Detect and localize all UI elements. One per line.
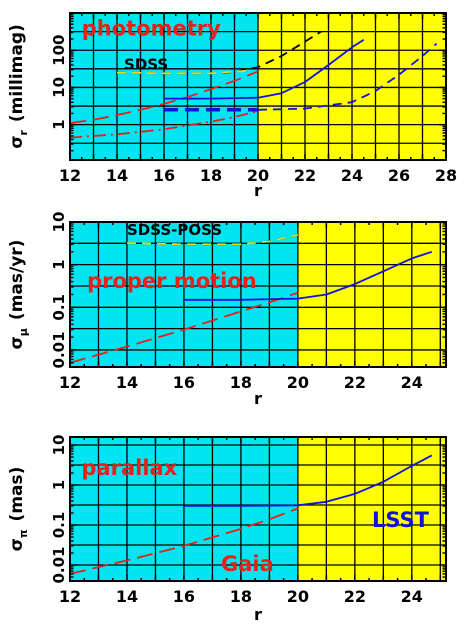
y-label-subscript: μ xyxy=(17,328,30,336)
chart-panel-proper-motion: 12 14 16 18 20 22 24 r 0.01 0.1 1 10 σμ (mas/yr) SDSS-… xyxy=(7,212,447,408)
series-line-sdss_yellow-3 xyxy=(116,69,247,75)
grid xyxy=(70,437,446,581)
x-tick-label: 22 xyxy=(344,587,366,606)
y-label-unit: (mas/yr) xyxy=(7,240,27,321)
y-label-unit: (mas) xyxy=(7,467,27,522)
x-tick-label: 14 xyxy=(116,373,138,392)
x-tick-label: 12 xyxy=(59,587,81,606)
y-tick-label: 0.01 xyxy=(50,546,68,583)
annotation-sdss: SDSS xyxy=(124,56,168,74)
x-tick-label: 14 xyxy=(116,587,138,606)
x-tick-label: 16 xyxy=(173,587,195,606)
y-tick-label: 10 xyxy=(50,435,68,456)
y-axis: 1 10 100 σr (millimag) xyxy=(7,12,446,152)
y-tick-label: 0.1 xyxy=(50,294,68,321)
x-axis: 12 14 16 18 20 22 24 r xyxy=(59,222,442,408)
y-label-symbol: σ xyxy=(7,336,27,349)
series-group xyxy=(70,30,438,139)
grid xyxy=(70,222,446,367)
y-axis: 0.01 0.1 1 10 σπ (mas) xyxy=(7,435,446,584)
series-line-red-0 xyxy=(70,507,299,575)
y-tick-label: 0.1 xyxy=(50,512,68,539)
series-group xyxy=(70,233,433,364)
annotation-sdss-poss: SDSS-POSS xyxy=(127,221,222,239)
series-line-red-0 xyxy=(70,291,299,364)
x-tick-label: 20 xyxy=(287,587,309,606)
x-tick-label: 22 xyxy=(344,373,366,392)
series-line-blue-4 xyxy=(164,39,365,100)
x-tick-label: 28 xyxy=(435,166,457,185)
x-tick-label: 16 xyxy=(173,373,195,392)
x-tick-label: 22 xyxy=(294,166,316,185)
x-axis-label: r xyxy=(254,181,262,200)
annotation-gaia: Gaia xyxy=(221,552,274,576)
y-tick-label: 10 xyxy=(50,77,68,98)
x-tick-label: 16 xyxy=(153,166,175,185)
y-axis: 0.01 0.1 1 10 σμ (mas/yr) xyxy=(7,212,446,368)
x-tick-label: 24 xyxy=(401,373,423,392)
x-axis: 12 14 16 18 20 22 24 26 28 r xyxy=(59,13,457,200)
annotation-photometry: photometry xyxy=(82,16,221,40)
x-axis: 12 14 16 18 20 22 24 r xyxy=(59,437,442,624)
y-label-symbol: σ xyxy=(7,538,27,551)
y-label-unit: (millimag) xyxy=(7,24,27,122)
series-group xyxy=(70,454,433,575)
grid xyxy=(70,13,446,160)
series-line-blue-6 xyxy=(257,43,438,111)
series-line-blue-1 xyxy=(183,454,433,507)
y-label-subscript: r xyxy=(17,130,30,136)
x-tick-label: 20 xyxy=(247,166,269,185)
y-tick-label: 10 xyxy=(50,212,68,233)
x-tick-label: 24 xyxy=(401,587,423,606)
y-axis-label: σμ (mas/yr) xyxy=(7,240,30,350)
x-axis-label: r xyxy=(254,605,262,624)
y-tick-label: 100 xyxy=(50,35,68,66)
y-tick-label: 1 xyxy=(50,119,68,129)
y-tick-label: 1 xyxy=(50,480,68,490)
series-line-red-0 xyxy=(70,70,259,124)
x-tick-label: 20 xyxy=(287,373,309,392)
y-axis-label: σr (millimag) xyxy=(7,24,30,149)
x-tick-label: 18 xyxy=(200,166,222,185)
x-tick-label: 12 xyxy=(59,373,81,392)
series-line-red-1 xyxy=(70,110,259,139)
x-axis-label: r xyxy=(254,389,262,408)
annotation-proper-motion: proper motion xyxy=(87,269,257,293)
y-tick-label: 0.01 xyxy=(50,331,68,368)
x-tick-label: 24 xyxy=(341,166,363,185)
x-tick-label: 26 xyxy=(388,166,410,185)
x-tick-label: 18 xyxy=(230,587,252,606)
annotation-lsst: LSST xyxy=(372,508,430,532)
x-tick-label: 14 xyxy=(106,166,128,185)
plot-frame xyxy=(69,436,447,582)
y-axis-label: σπ (mas) xyxy=(7,467,30,552)
y-label-symbol: σ xyxy=(7,136,27,149)
series-line-sdss_yellow-2 xyxy=(126,233,299,246)
chart-panel-parallax: 12 14 16 18 20 22 24 r 0.01 0.1 1 10 σπ (mas) parallax… xyxy=(7,435,447,624)
y-label-subscript: π xyxy=(17,529,30,538)
x-tick-label: 12 xyxy=(59,166,81,185)
annotation-parallax: parallax xyxy=(81,456,177,480)
series-line-blue-3 xyxy=(183,250,433,301)
y-tick-label: 1 xyxy=(50,259,68,269)
x-tick-label: 18 xyxy=(230,373,252,392)
